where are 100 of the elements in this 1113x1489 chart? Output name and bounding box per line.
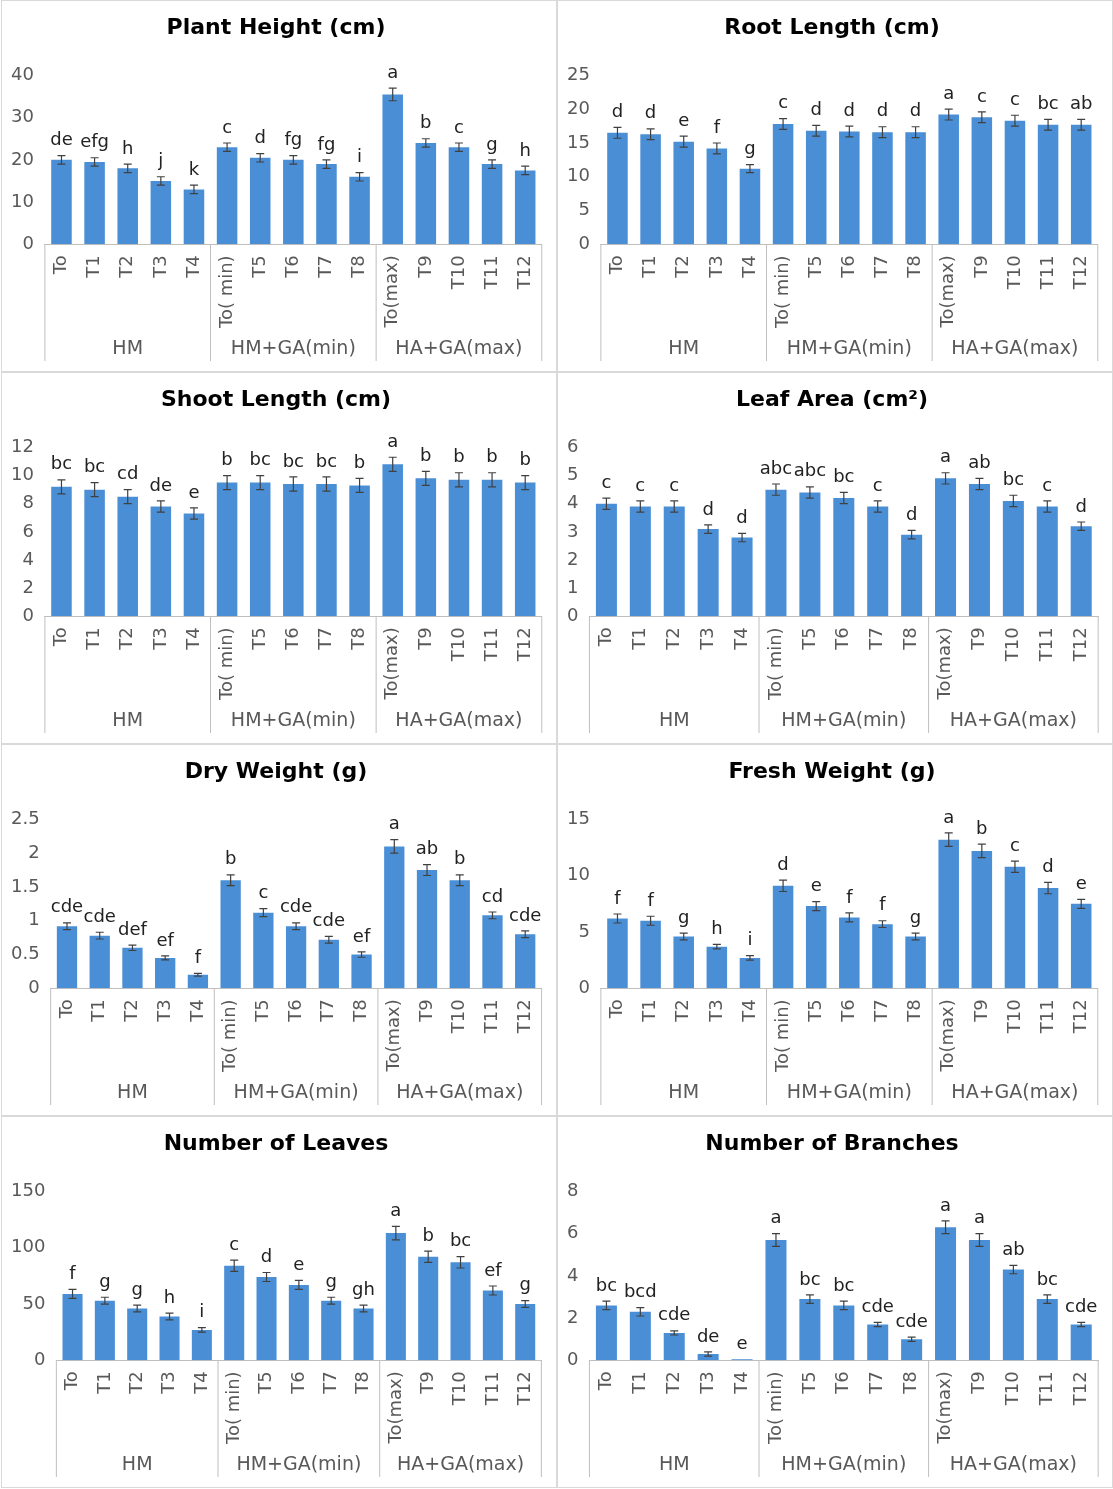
text: HM [658,708,690,731]
y-tick-label: 0 [22,232,34,254]
x-tick-label: T2 [115,255,137,279]
data-label: b [454,847,466,869]
y-tick-label: 0 [22,604,34,626]
bar [640,920,661,989]
x-tick-label: To( min) [770,255,792,330]
x-tick-label: T4 [189,1371,211,1395]
bar [187,974,209,989]
x-tick-label: T10 [448,1371,470,1407]
bar [1036,1299,1058,1361]
y-tick-label: 6 [567,435,579,457]
x-tick-label: To(max) [380,255,402,329]
bar [867,506,889,617]
x-tick-label: T8 [903,255,925,279]
bar [1036,506,1058,617]
bar [663,506,685,617]
data-label: h [711,917,723,939]
bar [772,124,794,245]
data-label: c [1042,473,1053,495]
bar [56,926,78,989]
x-tick-label: T8 [351,1371,373,1395]
y-tick-label: 4 [567,491,579,513]
data-label: ab [415,837,439,859]
data-label: ef [156,928,175,950]
x-tick-label: T11 [480,1371,502,1407]
x-tick-label: T9 [969,999,991,1023]
data-label: f [647,888,655,910]
bar [249,482,271,617]
chart-title: Number of Branches [705,1129,959,1155]
data-label: c [976,84,987,106]
bar [191,1329,212,1361]
text: HM [117,1080,148,1103]
data-label: abc [759,456,793,478]
data-label: b [224,847,237,869]
data-label: bc [799,1267,821,1289]
bar [640,134,661,245]
y-tick-label: 15 [567,807,590,829]
bar [663,1332,685,1361]
x-tick-label: T2 [671,255,693,279]
data-label: b [221,448,233,470]
data-label: j [157,149,164,171]
x-tick-label: T6 [281,627,302,651]
text: HM+GA(min) [786,1080,912,1103]
y-tick-label: 2 [28,840,40,862]
x-tick-label: T3 [157,1371,179,1395]
y-tick-label: 8 [22,491,34,513]
text: HA+GA(max) [949,1452,1077,1475]
data-label: bcd [623,1280,657,1302]
text: HM [668,336,700,359]
x-tick-label: T5 [247,255,269,279]
x-tick-label: T11 [479,255,501,291]
data-label: b [486,445,498,467]
x-tick-label: T4 [737,255,759,279]
x-tick-label: T10 [446,627,468,663]
x-tick-label: T7 [870,999,892,1023]
bar [51,486,72,617]
bar [449,880,470,989]
data-label: cde [509,903,542,925]
x-tick-label: T8 [899,627,921,651]
bar [256,1277,277,1361]
x-tick-label: T10 [447,999,469,1035]
data-label: a [973,1206,985,1228]
data-label: gh [352,1277,375,1299]
y-tick-label: 0 [578,232,590,254]
bar [629,506,651,617]
data-label: bc [1036,1267,1058,1289]
data-label: c [1010,833,1020,855]
data-label: a [940,445,952,467]
data-label: i [747,928,753,950]
bar [448,479,470,617]
chart-title: Dry Weight (g) [184,757,368,783]
x-tick-label: T2 [115,627,137,651]
data-label: a [770,1206,782,1228]
x-tick-label: T4 [181,627,203,651]
bar [515,1304,536,1361]
y-tick-label: 15 [567,130,590,152]
x-tick-label: T4 [729,1371,751,1395]
y-tick-label: 0 [33,1348,46,1370]
y-tick-label: 0 [28,976,40,998]
data-label: d [843,98,856,120]
data-label: de [50,128,73,150]
x-tick-label: T3 [704,255,726,279]
data-label: cde [50,895,84,917]
data-label: b [519,448,531,470]
data-label: cde [658,1303,691,1325]
y-tick-label: 1.5 [10,874,40,896]
bar [971,850,993,989]
data-label: a [943,805,955,827]
data-label: i [357,145,363,167]
data-label: c [1010,87,1020,109]
bar [127,1308,148,1361]
x-tick-label: T11 [1034,1371,1056,1407]
x-tick-label: T3 [695,1371,717,1395]
data-label: c [872,473,883,495]
data-label: e [1075,872,1087,894]
text: HM+GA(min) [233,1080,359,1103]
data-label: f [614,886,622,908]
x-tick-label: T12 [1068,999,1090,1035]
bar [901,1339,923,1361]
